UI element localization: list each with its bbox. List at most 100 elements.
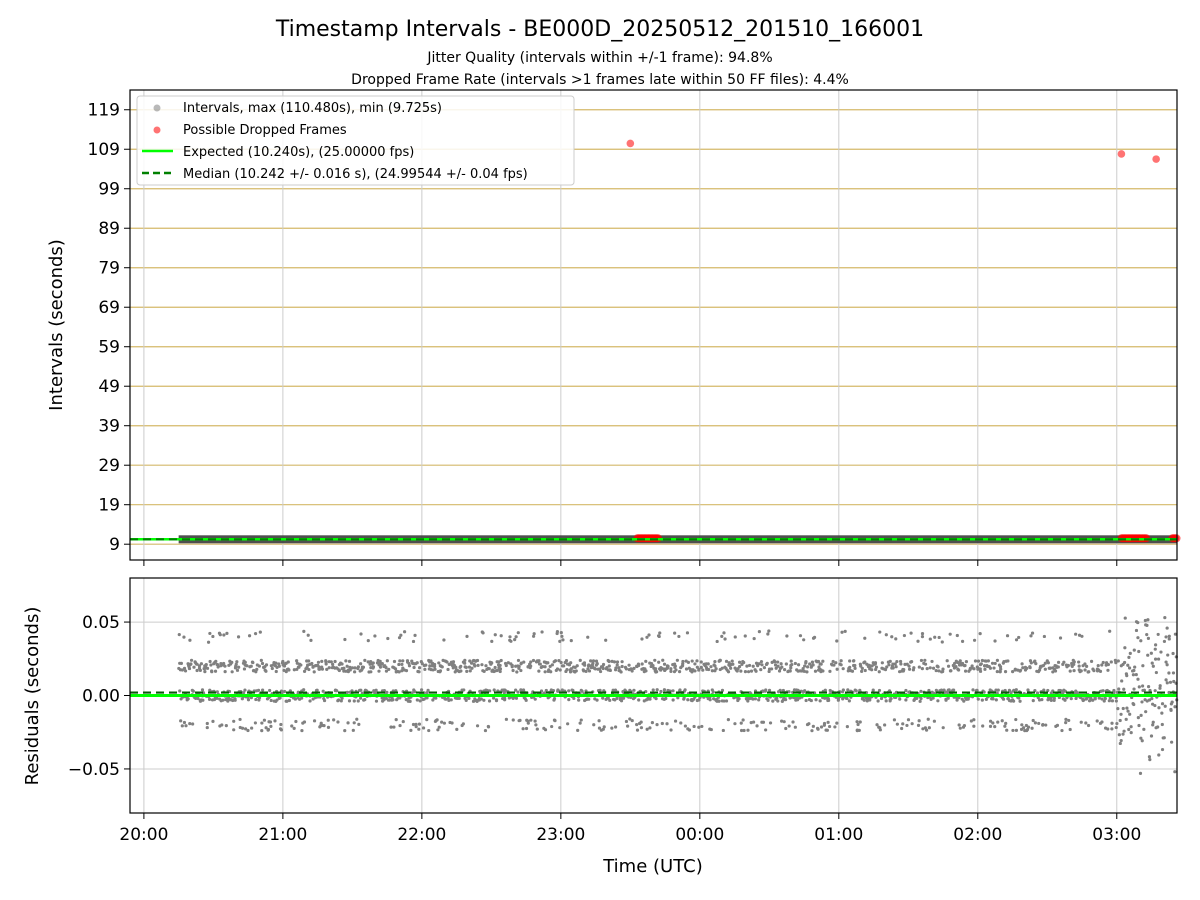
residual-point: [1114, 699, 1118, 703]
residual-point: [802, 669, 806, 673]
residual-point: [1134, 628, 1139, 633]
residual-point: [363, 697, 367, 702]
residual-point: [781, 698, 785, 702]
residual-point: [1151, 664, 1155, 668]
residual-point: [409, 728, 413, 732]
residual-point: [204, 663, 208, 667]
residual-point: [1123, 616, 1127, 620]
residual-point: [562, 664, 566, 668]
residual-point: [322, 698, 327, 703]
residual-point: [1100, 720, 1104, 724]
residual-point: [653, 658, 657, 662]
residual-point: [658, 631, 662, 635]
residual-point: [195, 662, 199, 666]
residual-point: [947, 688, 951, 692]
residual-point: [1083, 668, 1087, 672]
residual-point: [578, 721, 582, 725]
residual-point: [827, 698, 831, 702]
residual-point: [1107, 699, 1111, 703]
residual-point: [1080, 634, 1084, 638]
residual-point: [493, 633, 497, 637]
residual-point: [610, 726, 614, 730]
residual-point: [679, 721, 683, 725]
residual-point: [647, 633, 651, 637]
residual-point: [295, 667, 299, 671]
residual-point: [268, 720, 273, 724]
residual-point: [309, 638, 313, 642]
residual-point: [737, 697, 741, 701]
residual-point: [197, 664, 202, 668]
legend-marker-intervals: [153, 104, 161, 112]
residual-point: [356, 665, 360, 669]
residual-point: [710, 669, 714, 673]
residual-point: [925, 667, 929, 671]
residual-point: [1134, 673, 1138, 677]
residual-point: [640, 637, 644, 641]
residual-point: [438, 669, 443, 673]
residual-point: [518, 718, 522, 723]
y-tick-label: 39: [98, 417, 120, 437]
residual-point: [442, 721, 447, 725]
residual-point: [348, 668, 352, 672]
residual-point: [1147, 755, 1152, 759]
residual-point: [468, 669, 472, 673]
residual-point: [873, 661, 878, 665]
residual-point: [493, 665, 497, 670]
residual-point: [1072, 662, 1076, 666]
residual-point: [1166, 653, 1170, 657]
y-tick-label: 0.00: [82, 687, 120, 707]
residual-point: [1079, 669, 1083, 673]
residual-point: [522, 660, 526, 664]
residual-point: [282, 664, 287, 668]
residual-point: [910, 722, 914, 726]
residual-point: [194, 696, 198, 700]
residual-point: [498, 669, 502, 674]
residual-point: [785, 634, 789, 638]
residual-point: [986, 659, 990, 663]
residual-point: [692, 724, 696, 729]
residual-point: [723, 637, 727, 641]
residual-point: [484, 664, 488, 668]
residual-point: [191, 689, 195, 693]
residual-point: [568, 670, 573, 674]
residual-point: [607, 659, 611, 664]
residual-point: [996, 688, 1000, 692]
residual-point: [1128, 651, 1132, 655]
residual-point: [892, 718, 897, 722]
residual-point: [337, 698, 341, 702]
residual-point: [322, 724, 326, 728]
residual-point: [854, 689, 858, 693]
residual-point: [784, 662, 788, 666]
residual-point: [308, 699, 312, 703]
residual-point: [207, 697, 212, 701]
residual-point: [1131, 673, 1136, 677]
residual-point: [205, 666, 210, 670]
residual-point: [742, 660, 746, 665]
residual-point: [949, 669, 953, 673]
residual-point: [661, 658, 665, 662]
residual-point: [620, 664, 624, 669]
residual-point: [397, 662, 401, 667]
residual-point: [991, 697, 995, 701]
residual-point: [939, 688, 944, 692]
residual-point: [919, 658, 924, 663]
residual-point: [1146, 636, 1151, 640]
residual-point: [294, 719, 298, 724]
residual-point: [407, 664, 412, 668]
residual-point: [984, 697, 988, 701]
residual-point: [329, 660, 333, 664]
residual-point: [673, 719, 678, 723]
residual-point: [834, 661, 838, 665]
residual-point: [891, 662, 895, 666]
residual-point: [760, 663, 764, 667]
residual-point: [839, 663, 843, 667]
residual-point: [1150, 661, 1154, 665]
residual-point: [1148, 758, 1152, 762]
residual-point: [440, 720, 444, 724]
residual-point: [1127, 655, 1131, 659]
residual-point: [1041, 723, 1045, 727]
residual-point: [863, 636, 867, 640]
residual-point: [475, 699, 479, 703]
residual-point: [519, 668, 523, 673]
